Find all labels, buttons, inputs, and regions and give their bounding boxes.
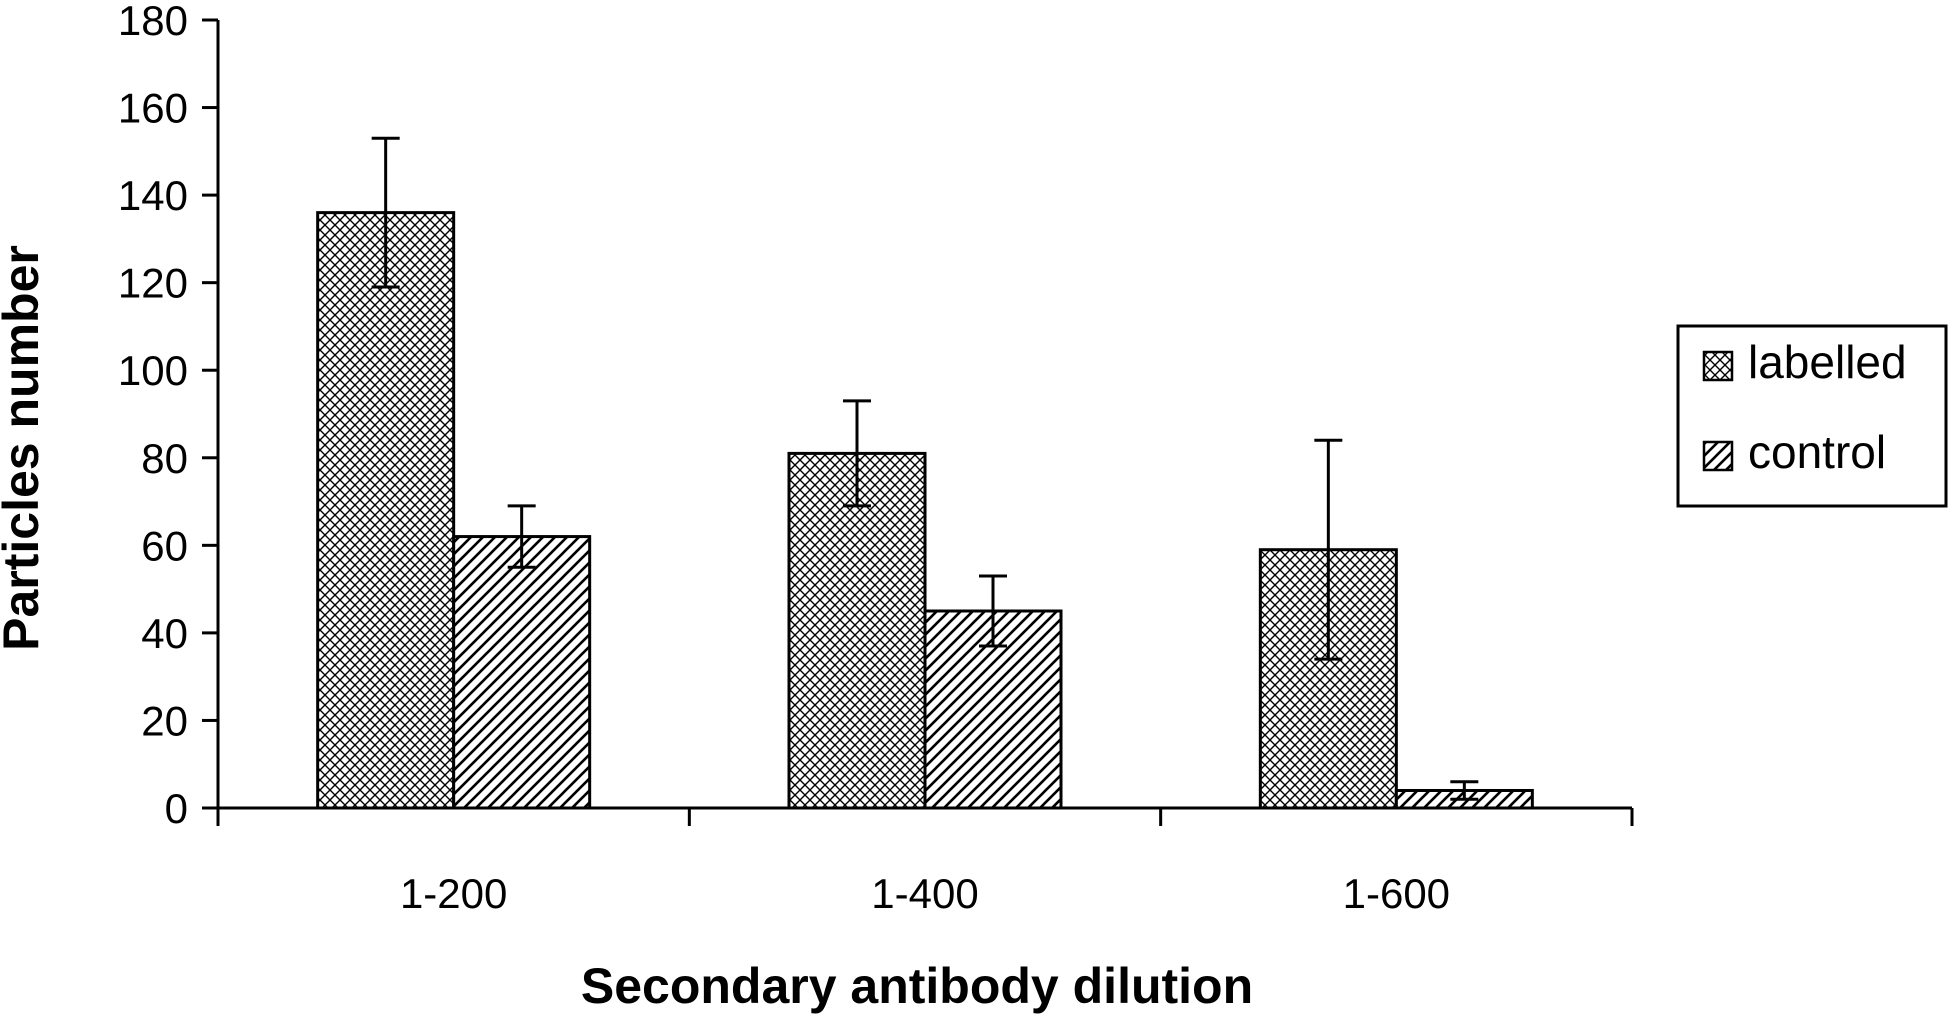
- y-tick-label: 100: [118, 347, 188, 394]
- y-tick-label: 80: [141, 435, 188, 482]
- y-tick-label: 140: [118, 172, 188, 219]
- x-tick-label: 1-200: [400, 870, 507, 917]
- y-tick-label: 180: [118, 0, 188, 44]
- y-axis-title: Particles number: [0, 245, 49, 651]
- y-tick-label: 120: [118, 260, 188, 307]
- x-axis-title: Secondary antibody dilution: [581, 958, 1253, 1014]
- y-tick-label: 40: [141, 610, 188, 657]
- legend-swatch-control: [1702, 440, 1734, 472]
- x-tick-label: 1-600: [1343, 870, 1450, 917]
- bar-labelled: [316, 211, 456, 810]
- x-tick-label: 1-400: [871, 870, 978, 917]
- y-tick-label: 160: [118, 85, 188, 132]
- plot-area: 0 20 40 60 80 100 120 140 160 180 1-200 1-400 1-600: [118, 0, 1634, 917]
- legend: labelled control: [1676, 324, 1948, 508]
- bar-control: [452, 535, 592, 810]
- legend-label-labelled: labelled: [1748, 336, 1907, 388]
- y-tick-label: 0: [165, 785, 188, 832]
- legend-swatch-labelled: [1702, 350, 1734, 382]
- legend-label-control: control: [1748, 426, 1886, 478]
- y-tick-label: 60: [141, 522, 188, 569]
- y-tick-label: 20: [141, 697, 188, 744]
